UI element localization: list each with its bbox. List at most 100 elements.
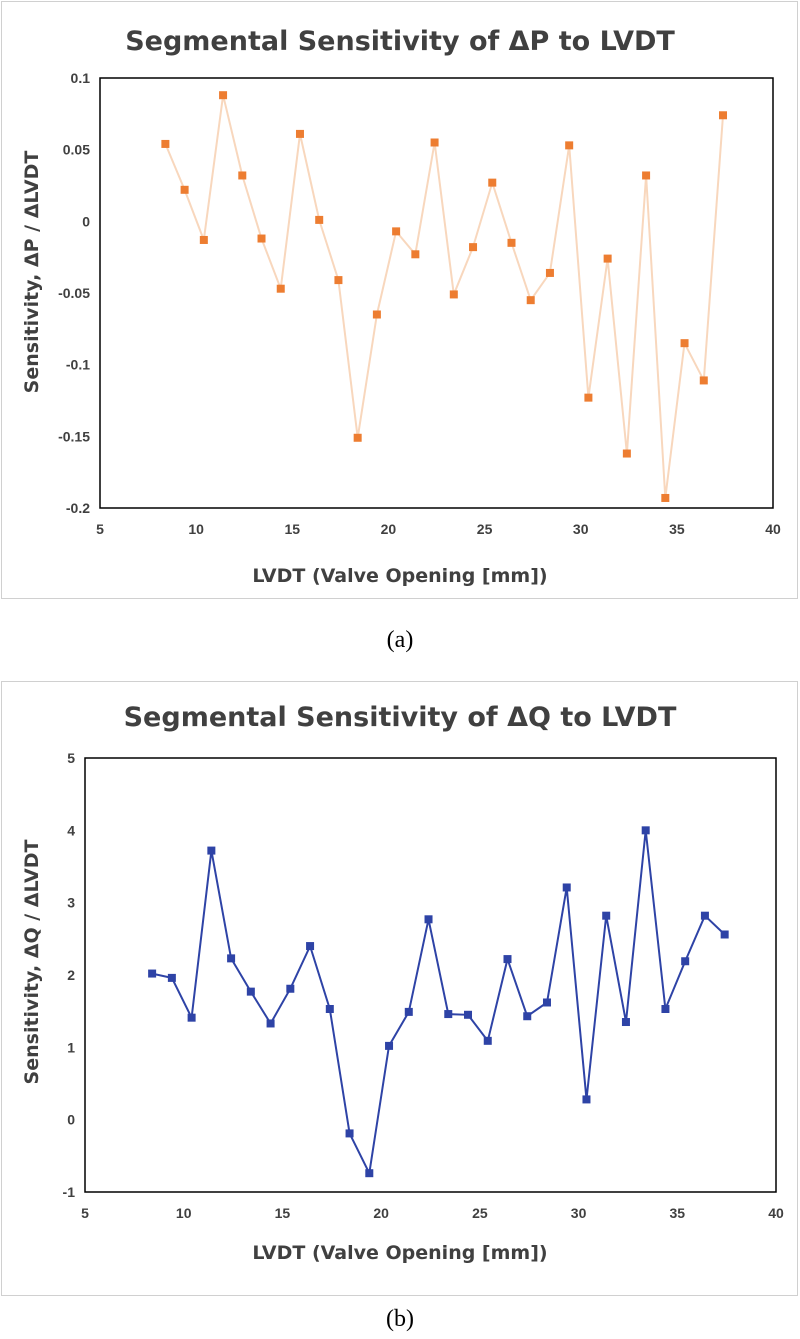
data-point — [266, 1019, 275, 1028]
y-tick-label: 0.1 — [71, 70, 91, 86]
data-point — [681, 957, 690, 966]
y-tick-label: 0 — [67, 1112, 75, 1128]
data-point — [719, 111, 728, 120]
x-tick-label: 30 — [571, 1205, 587, 1221]
figure-caption-b: (b) — [386, 1306, 414, 1332]
y-tick-label: -1 — [63, 1184, 76, 1200]
chart-b-svg: Segmental Sensitivity of ΔQ to LVDT LVDT… — [21, 702, 784, 1264]
data-point — [411, 250, 420, 259]
y-tick-label: -0.05 — [58, 285, 90, 301]
y-tick-label: 4 — [67, 822, 75, 838]
plot-frame — [84, 757, 777, 1193]
data-point — [464, 1010, 473, 1019]
data-point — [488, 178, 497, 187]
data-point — [526, 296, 535, 305]
tick-layer: 5 10 15 20 25 30 35 40 0.1 0.05 0 -0.05 -0.1 -0.15 -0.… — [58, 70, 781, 537]
data-point — [246, 987, 255, 996]
x-tick-label: 20 — [381, 521, 397, 537]
y-tick-label: -0.1 — [66, 357, 90, 373]
figure-caption-a: (a) — [386, 627, 414, 653]
plot-frame — [99, 77, 774, 509]
chart-title: Segmental Sensitivity of ΔQ to LVDT — [124, 702, 677, 733]
y-tick-label: 2 — [67, 967, 75, 983]
data-point — [227, 954, 236, 963]
data-point — [700, 911, 709, 920]
data-point — [404, 1007, 413, 1016]
chart-panel-b: Segmental Sensitivity of ΔQ to LVDT LVDT… — [1, 681, 798, 1296]
y-tick-label: 0.05 — [63, 142, 90, 158]
data-point — [286, 984, 295, 993]
x-axis-title: LVDT (Valve Opening [mm]) — [252, 1242, 547, 1264]
chart-title: Segmental Sensitivity of ΔP to LVDT — [125, 26, 675, 57]
data-point — [584, 393, 593, 402]
data-point — [641, 826, 650, 835]
plot-area — [99, 77, 774, 509]
x-tick-label: 10 — [176, 1205, 192, 1221]
y-tick-label: -0.2 — [66, 500, 90, 516]
data-point — [661, 1004, 670, 1013]
data-point — [699, 376, 708, 385]
series-line — [151, 830, 726, 1177]
x-tick-label: 15 — [275, 1205, 291, 1221]
data-point — [661, 493, 670, 502]
data-point — [507, 238, 516, 247]
data-point — [161, 139, 170, 148]
data-point — [345, 1129, 354, 1138]
data-point — [449, 290, 458, 299]
data-point — [642, 171, 651, 180]
data-point — [385, 1041, 394, 1050]
x-tick-label: 15 — [284, 521, 300, 537]
data-point — [392, 227, 401, 236]
x-tick-label: 25 — [472, 1205, 488, 1221]
data-point — [187, 1013, 196, 1022]
data-point — [295, 129, 304, 138]
series-line — [164, 94, 724, 499]
data-point — [680, 339, 689, 348]
x-tick-label: 25 — [477, 521, 493, 537]
data-point — [621, 1018, 630, 1027]
x-tick-label: 30 — [573, 521, 589, 537]
data-point — [276, 284, 285, 293]
data-point — [622, 449, 631, 458]
data-point — [430, 138, 439, 147]
x-tick-label: 20 — [373, 1205, 389, 1221]
data-point — [542, 998, 551, 1007]
data-point — [207, 846, 216, 855]
x-tick-label: 10 — [188, 521, 204, 537]
data-point — [372, 310, 381, 319]
x-tick-label: 35 — [669, 1205, 685, 1221]
data-point — [257, 234, 266, 243]
x-tick-label: 5 — [96, 521, 104, 537]
data-point — [565, 141, 574, 150]
data-point — [562, 883, 571, 892]
y-tick-label: 3 — [67, 895, 75, 911]
data-point — [523, 1012, 532, 1021]
x-tick-label: 35 — [669, 521, 685, 537]
data-point — [582, 1095, 591, 1104]
data-point — [503, 955, 512, 964]
data-point — [483, 1036, 492, 1045]
data-point — [148, 969, 157, 978]
y-tick-label: 0 — [82, 213, 90, 229]
data-point — [424, 915, 433, 924]
y-tick-label: 1 — [67, 1039, 75, 1055]
data-point — [219, 91, 228, 100]
x-tick-label: 5 — [81, 1205, 89, 1221]
plot-area — [84, 757, 777, 1193]
data-point — [334, 276, 343, 285]
y-axis-title: Sensitivity, ΔP / ΔLVDT — [21, 151, 43, 394]
chart-a-svg: Segmental Sensitivity of ΔP to LVDT LVDT… — [21, 26, 781, 587]
data-point — [545, 268, 554, 277]
y-tick-label: -0.15 — [58, 428, 90, 444]
chart-panel-a: Segmental Sensitivity of ΔP to LVDT LVDT… — [1, 1, 798, 599]
y-tick-label: 5 — [67, 750, 75, 766]
x-tick-label: 40 — [765, 521, 781, 537]
data-point — [444, 1010, 453, 1019]
data-point — [167, 973, 176, 982]
data-point — [602, 911, 611, 920]
data-point — [306, 942, 315, 951]
data-point — [365, 1169, 374, 1178]
data-point — [180, 185, 189, 194]
data-point — [199, 235, 208, 244]
